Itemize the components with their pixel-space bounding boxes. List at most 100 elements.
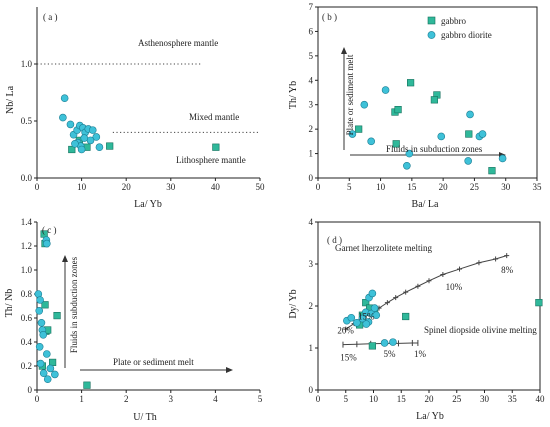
panel-d-xtick-label: 15 (397, 394, 407, 404)
point-gabbro (394, 106, 402, 114)
panel-b-points (348, 79, 507, 175)
panel-d-xtick-label: 35 (508, 394, 518, 404)
panel-b-frame (317, 6, 538, 179)
panel-a-xtick-label: 30 (166, 182, 176, 192)
point-gabbro-diorite (43, 239, 51, 248)
point-gabbro (488, 167, 496, 175)
point-gabbro-diorite (43, 375, 52, 384)
panel-d-anno-garnet: Garnet lherzolitete melting (335, 243, 432, 253)
panel-a-xtick-label: 50 (256, 182, 266, 192)
panel-c-anno-plate: Plate or sediment melt (113, 357, 194, 367)
point-gabbro-diorite (36, 359, 45, 368)
legend-gabbro-diorite-label: gabbro diorite (441, 30, 492, 40)
panel-c-letter: ( c ) (42, 225, 57, 235)
melting-percent-label: 15% (340, 353, 357, 363)
panel-b-xtick-label: 15 (407, 182, 417, 192)
panel-c-ytick-label: 1.0 (21, 265, 33, 275)
legend-gabbro-label: gabbro (441, 16, 466, 26)
point-gabbro-diorite (380, 339, 389, 347)
point-gabbro-diorite (71, 140, 79, 148)
point-gabbro-diorite (403, 161, 411, 170)
point-gabbro-diorite (347, 313, 356, 322)
panel-b-ytick-label: 5 (309, 51, 314, 61)
point-gabbro-diorite (370, 304, 379, 312)
panel-c-anno-fluids: Fluids in subduction zones (69, 256, 79, 353)
panel-c-ytick-label: 1.4 (21, 217, 33, 227)
point-gabbro (53, 311, 61, 320)
panel-c-xtick-label: 4 (213, 394, 218, 404)
point-gabbro-diorite (88, 126, 97, 134)
panel-b-letter: ( b ) (322, 12, 337, 22)
point-gabbro-diorite (43, 350, 51, 358)
panel-a-anno-asthenosphere: Asthenosphere mantle (138, 38, 218, 48)
panel-c: 0 1 2 3 4 5 0 0.2 0.4 0.6 0.8 1.0 1.2 1.4 ( c ) Fluid… (4, 217, 263, 423)
panel-c-ytick-label: 1.2 (21, 241, 32, 251)
panel-c-ylabel: Th/ Nb (4, 289, 15, 318)
point-gabbro-diorite (389, 338, 397, 346)
point-gabbro-diorite (51, 370, 59, 379)
point-gabbro-diorite (37, 318, 46, 327)
point-gabbro-diorite (360, 100, 369, 109)
point-gabbro-diorite (66, 120, 75, 129)
point-gabbro (368, 342, 376, 350)
point-gabbro-diorite (35, 342, 44, 351)
panel-c-xtick-label: 5 (258, 394, 263, 404)
panel-b-xtick-label: 25 (470, 182, 480, 192)
panel-a: 0 10 20 30 40 50 0.0 0.5 1.0 ( a ) Asthenosphere… (5, 7, 265, 210)
panel-b-ytick-label: 0 (309, 173, 314, 183)
panel-a-ytick-label: 0.5 (21, 116, 33, 126)
panel-d-xtick-label: 40 (536, 394, 546, 404)
point-gabbro-diorite (95, 143, 104, 152)
point-gabbro (430, 96, 438, 104)
melting-percent-label: 15% (358, 311, 375, 321)
point-gabbro (68, 145, 76, 154)
legend-gabbro-marker (427, 16, 436, 25)
point-gabbro-diorite (437, 132, 446, 141)
point-gabbro-diorite (80, 134, 89, 142)
panel-b-anno-fluids: Fluids in subduction zones (386, 144, 483, 154)
panel-c-ytick-label: 0.8 (21, 289, 33, 299)
point-gabbro-diorite (60, 94, 69, 102)
point-gabbro (402, 312, 410, 321)
point-gabbro-diorite (466, 110, 474, 119)
panel-a-points (59, 94, 220, 154)
point-gabbro-diorite (381, 86, 390, 94)
panel-c-points (34, 230, 91, 389)
panel-b-axes: 0 5 10 15 20 25 30 35 0 1 2 3 4 5 6 7 (309, 2, 543, 192)
panel-a-xtick-label: 10 (77, 182, 87, 192)
point-gabbro-diorite (358, 314, 367, 323)
panel-d-letter: ( d ) (327, 235, 342, 245)
point-gabbro (41, 301, 49, 309)
panel-b-xlabel: Ba/ La (412, 199, 439, 210)
melting-percent-label: 20% (337, 325, 354, 335)
panel-d-ylabel: Dy/ Yb (288, 289, 299, 318)
panel-d-ytick-label: 3 (309, 259, 314, 269)
panel-c-xtick-label: 0 (35, 394, 40, 404)
point-gabbro-diorite (353, 318, 361, 327)
panel-b-xtick-label: 5 (347, 182, 352, 192)
panel-b-xtick-label: 10 (376, 182, 386, 192)
panel-b-xtick-label: 30 (501, 182, 511, 192)
panel-d-axes: 0 5 10 15 20 25 30 35 40 0 1 2 3 4 (309, 217, 546, 404)
panel-b-ytick-label: 4 (309, 75, 314, 85)
point-gabbro-diorite (478, 130, 487, 138)
point-gabbro-diorite (348, 130, 357, 138)
point-gabbro (355, 125, 363, 133)
panel-a-xlabel: La/ Yb (134, 199, 162, 210)
point-gabbro-diorite (464, 157, 472, 165)
point-gabbro-diorite (77, 145, 86, 154)
melting-percent-label: 10% (446, 282, 463, 292)
panel-b-xtick-label: 0 (316, 182, 321, 192)
panel-a-xtick-label: 40 (211, 182, 221, 192)
point-gabbro (465, 130, 473, 138)
panel-b-xtick-label: 20 (439, 182, 449, 192)
panel-a-xtick-label: 20 (122, 182, 132, 192)
panel-a-ytick-label: 1.0 (21, 59, 33, 69)
melting-percent-label: 8% (501, 265, 514, 275)
panel-d-ytick-label: 0 (309, 385, 314, 395)
point-gabbro (106, 142, 114, 150)
point-gabbro-diorite (39, 330, 48, 339)
panel-d-xtick-label: 0 (316, 394, 321, 404)
point-gabbro (407, 79, 415, 87)
